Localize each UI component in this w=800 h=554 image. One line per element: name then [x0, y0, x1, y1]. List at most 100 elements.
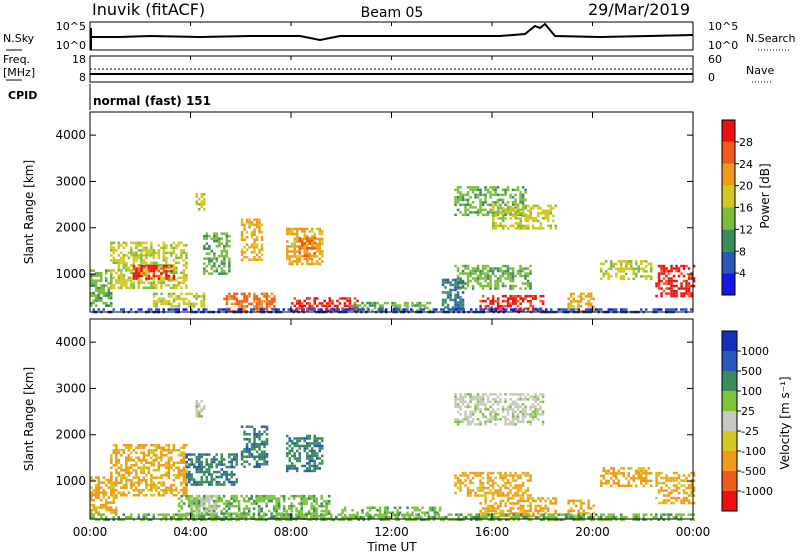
- heatmap-cell: [122, 444, 126, 447]
- heatmap-cell: [602, 467, 605, 470]
- heatmap-cell: [293, 297, 296, 300]
- heatmap-cell: [511, 297, 515, 300]
- heatmap-cell: [95, 294, 98, 297]
- heatmap-cell: [185, 515, 188, 519]
- heatmap-cell: [499, 504, 502, 508]
- heatmap-cell: [175, 474, 178, 477]
- heatmap-cell: [147, 254, 151, 257]
- heatmap-cell: [125, 456, 128, 459]
- heatmap-cell: [195, 518, 198, 521]
- heatmap-cell: [499, 491, 502, 495]
- heatmap-cell: [428, 301, 432, 305]
- heatmap-cell: [366, 506, 369, 509]
- heatmap-cell: [187, 300, 191, 303]
- heatmap-cell: [112, 489, 116, 492]
- heatmap-cell: [464, 471, 467, 475]
- heatmap-cell: [175, 466, 178, 469]
- heatmap-cell: [250, 258, 254, 261]
- heatmap-cell: [255, 443, 259, 446]
- heatmap-cell: [527, 219, 530, 223]
- heatmap-cell: [296, 232, 299, 236]
- heatmap-cell: [185, 266, 188, 270]
- heatmap-cell: [572, 297, 575, 301]
- heatmap-cell: [504, 304, 507, 308]
- heatmap-cell: [540, 518, 543, 521]
- heatmap-cell: [258, 258, 261, 261]
- heatmap-cell: [517, 217, 520, 220]
- heatmap-cell: [377, 308, 380, 311]
- heatmap-cell: [310, 507, 313, 510]
- heatmap-cell: [572, 518, 575, 521]
- heatmap-cell: [516, 186, 520, 189]
- heatmap-cell: [210, 264, 214, 268]
- heatmap-cell: [426, 511, 429, 514]
- heatmap-cell: [145, 279, 148, 282]
- heatmap-cell: [203, 237, 206, 240]
- heatmap-cell: [406, 506, 409, 509]
- heatmap-cell: [509, 267, 512, 270]
- heatmap-cell: [228, 310, 231, 313]
- heatmap-cell: [172, 292, 176, 296]
- heatmap-cell: [327, 502, 331, 505]
- heatmap-cell: [198, 415, 201, 418]
- heatmap-cell: [185, 286, 188, 290]
- heatmap-cell: [172, 279, 176, 282]
- heatmap-cell: [479, 471, 482, 475]
- heatmap-cell: [200, 453, 203, 456]
- heatmap-cell: [499, 222, 502, 225]
- heatmap-cell: [461, 284, 465, 288]
- heatmap-cell: [177, 513, 180, 516]
- heatmap-cell: [692, 474, 696, 477]
- heatmap-cell: [308, 304, 311, 308]
- heatmap-cell: [499, 207, 502, 210]
- heatmap-cell: [193, 463, 196, 466]
- heatmap-cell: [90, 276, 93, 280]
- heatmap-cell: [343, 506, 347, 509]
- heatmap-cell: [167, 466, 171, 469]
- heatmap-cell: [205, 494, 208, 498]
- heatmap-cell: [411, 506, 414, 509]
- heatmap-cell: [327, 512, 331, 515]
- heatmap-cell: [521, 201, 525, 204]
- heatmap-cell: [167, 251, 171, 255]
- heatmap-cell: [509, 489, 512, 492]
- heatmap-cell: [298, 237, 301, 240]
- heatmap-cell: [499, 309, 502, 313]
- heatmap-cell: [499, 476, 502, 480]
- heatmap-cell: [655, 294, 658, 298]
- heatmap-cell: [536, 497, 540, 500]
- heatmap-cell: [562, 513, 565, 516]
- heatmap-cell: [150, 277, 153, 280]
- heatmap-cell: [225, 308, 228, 311]
- heatmap-cell: [152, 305, 156, 308]
- heatmap-cell: [220, 509, 223, 513]
- heatmap-cell: [165, 284, 168, 287]
- heatmap-cell: [504, 484, 507, 487]
- heatmap-cell: [180, 481, 183, 484]
- heatmap-cell: [534, 398, 537, 401]
- heatmap-cell: [172, 266, 176, 270]
- heatmap-cell: [187, 518, 190, 521]
- heatmap-cell: [112, 481, 116, 484]
- heatmap-cell: [627, 484, 630, 488]
- heatmap-cell: [519, 476, 522, 480]
- heatmap-cell: [469, 489, 472, 492]
- heatmap-cell: [672, 471, 676, 475]
- heatmap-cell: [220, 237, 224, 240]
- heatmap-cell: [398, 506, 402, 509]
- heatmap-cell: [469, 494, 472, 497]
- heatmap-cell: [672, 484, 676, 487]
- heatmap-cell: [260, 440, 264, 443]
- heatmap-cell: [188, 470, 191, 474]
- heatmap-cell: [306, 239, 309, 242]
- heatmap-cell: [100, 299, 103, 302]
- heatmap-cell: [509, 277, 512, 280]
- heatmap-cell: [519, 222, 522, 225]
- heatmap-cell: [592, 305, 595, 308]
- heatmap-cell: [514, 214, 517, 218]
- heatmap-cell: [208, 247, 211, 250]
- heatmap-cell: [215, 483, 218, 486]
- heatmap-cell: [305, 513, 308, 516]
- heatmap-cell: [112, 444, 116, 447]
- heatmap-cell: [587, 302, 590, 306]
